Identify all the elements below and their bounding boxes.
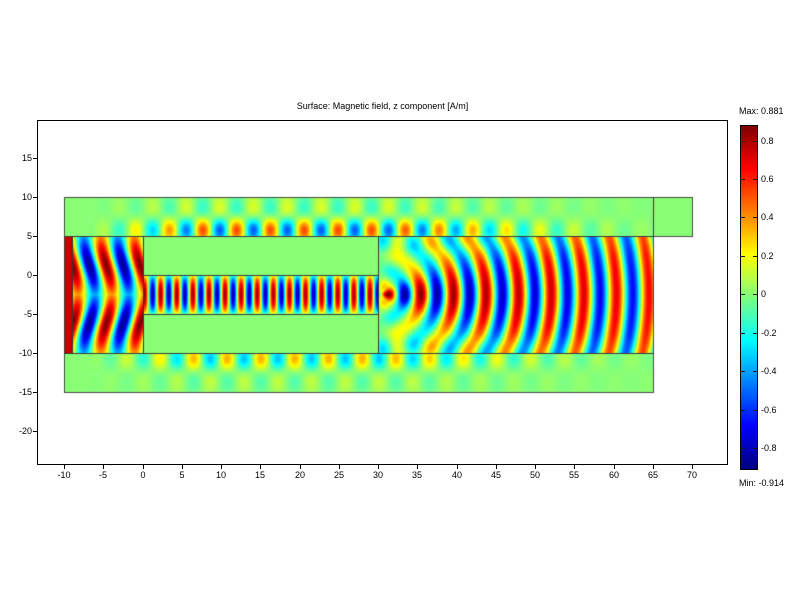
y-tick-label: 15 bbox=[21, 153, 32, 163]
y-tick-mark bbox=[33, 431, 37, 432]
y-tick-label: 5 bbox=[26, 231, 32, 241]
y-tick-label: -20 bbox=[18, 426, 32, 436]
y-tick-mark bbox=[33, 353, 37, 354]
y-tick-mark bbox=[33, 314, 37, 315]
x-tick-label: 5 bbox=[179, 470, 185, 480]
colorbar-tick-label: 0.8 bbox=[761, 136, 774, 146]
colorbar-tick-label: 0.6 bbox=[761, 174, 774, 184]
colorbar-tick-label: -0.6 bbox=[761, 405, 777, 415]
y-tick-label: -5 bbox=[23, 309, 32, 319]
x-tick-mark bbox=[653, 465, 654, 469]
x-tick-label: -10 bbox=[57, 470, 71, 480]
colorbar-tick-label: 0 bbox=[761, 289, 767, 299]
colorbar-tick-label: 0.2 bbox=[761, 251, 774, 261]
x-tick-mark bbox=[300, 465, 301, 469]
y-tick-label: 10 bbox=[21, 192, 32, 202]
x-tick-mark bbox=[339, 465, 340, 469]
colorbar-tick-mark bbox=[741, 256, 745, 257]
colorbar-tick-mark bbox=[741, 371, 745, 372]
colorbar-tick-mark bbox=[753, 294, 757, 295]
x-tick-mark bbox=[260, 465, 261, 469]
colorbar-tick-mark bbox=[753, 448, 757, 449]
x-tick-label: 15 bbox=[254, 470, 266, 480]
y-tick-label: -15 bbox=[18, 387, 32, 397]
colorbar-tick-mark bbox=[741, 179, 745, 180]
y-tick-mark bbox=[33, 197, 37, 198]
x-tick-label: 50 bbox=[529, 470, 541, 480]
x-tick-label: 0 bbox=[140, 470, 146, 480]
plot-frame bbox=[37, 120, 728, 465]
x-tick-mark bbox=[143, 465, 144, 469]
y-tick-mark bbox=[33, 158, 37, 159]
colorbar-tick-mark bbox=[741, 141, 745, 142]
colorbar-tick-mark bbox=[753, 333, 757, 334]
colorbar-min-label: Min: -0.914 bbox=[739, 478, 785, 488]
y-tick-mark bbox=[33, 236, 37, 237]
colorbar-tick-mark bbox=[753, 256, 757, 257]
x-tick-mark bbox=[64, 465, 65, 469]
x-tick-mark bbox=[535, 465, 536, 469]
x-tick-mark bbox=[692, 465, 693, 469]
x-tick-label: 30 bbox=[372, 470, 384, 480]
x-tick-mark bbox=[103, 465, 104, 469]
x-tick-mark bbox=[614, 465, 615, 469]
x-tick-label: 60 bbox=[608, 470, 620, 480]
x-tick-mark bbox=[496, 465, 497, 469]
x-tick-label: 10 bbox=[215, 470, 227, 480]
x-tick-label: 20 bbox=[294, 470, 306, 480]
colorbar-gradient bbox=[741, 126, 757, 469]
x-tick-mark bbox=[221, 465, 222, 469]
colorbar-tick-label: 0.4 bbox=[761, 212, 774, 222]
field-surface-canvas[interactable] bbox=[38, 121, 727, 464]
colorbar-tick-mark bbox=[741, 448, 745, 449]
y-tick-mark bbox=[33, 392, 37, 393]
y-tick-label: -10 bbox=[18, 348, 32, 358]
colorbar-tick-mark bbox=[741, 217, 745, 218]
x-tick-label: 70 bbox=[686, 470, 698, 480]
x-tick-label: 35 bbox=[411, 470, 423, 480]
x-tick-label: -5 bbox=[98, 470, 108, 480]
x-tick-label: 45 bbox=[490, 470, 502, 480]
colorbar-tick-mark bbox=[741, 294, 745, 295]
colorbar-tick-mark bbox=[741, 333, 745, 334]
x-tick-mark bbox=[574, 465, 575, 469]
colorbar-tick-mark bbox=[741, 410, 745, 411]
x-tick-label: 65 bbox=[647, 470, 659, 480]
x-tick-mark bbox=[182, 465, 183, 469]
x-tick-label: 55 bbox=[568, 470, 580, 480]
x-tick-label: 40 bbox=[451, 470, 463, 480]
plot-title: Surface: Magnetic field, z component [A/… bbox=[296, 101, 469, 111]
colorbar-tick-label: -0.8 bbox=[761, 443, 777, 453]
colorbar-tick-mark bbox=[753, 179, 757, 180]
x-tick-mark bbox=[417, 465, 418, 469]
colorbar-tick-mark bbox=[753, 371, 757, 372]
y-tick-mark bbox=[33, 275, 37, 276]
colorbar-tick-label: -0.2 bbox=[761, 328, 777, 338]
colorbar-tick-label: -0.4 bbox=[761, 366, 777, 376]
colorbar bbox=[740, 125, 758, 470]
colorbar-tick-mark bbox=[753, 141, 757, 142]
x-tick-mark bbox=[457, 465, 458, 469]
y-tick-label: 0 bbox=[26, 270, 32, 280]
colorbar-tick-mark bbox=[753, 217, 757, 218]
colorbar-tick-mark bbox=[753, 410, 757, 411]
x-tick-label: 25 bbox=[333, 470, 345, 480]
x-tick-mark bbox=[378, 465, 379, 469]
colorbar-max-label: Max: 0.881 bbox=[739, 106, 784, 116]
